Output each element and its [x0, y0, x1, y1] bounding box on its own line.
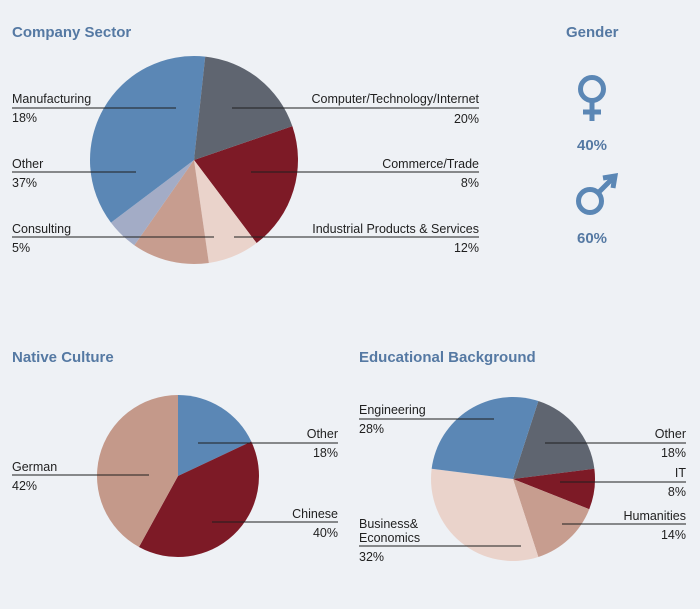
leader-lines	[12, 107, 686, 547]
value-german: 42%	[12, 479, 37, 493]
value-business: 32%	[359, 550, 384, 564]
native-culture-pie	[97, 395, 259, 557]
label-nc-other: Other	[307, 427, 338, 441]
educational-background-pie	[431, 396, 595, 562]
value-industrial: 12%	[454, 241, 479, 255]
company-sector-pie	[89, 56, 298, 265]
value-manufacturing: 18%	[12, 111, 37, 125]
label-business: Business& Economics	[359, 517, 422, 545]
value-engineering: 28%	[359, 422, 384, 436]
value-nc-other: 18%	[313, 446, 338, 460]
slice-german	[97, 395, 178, 547]
label-humanities: Humanities	[623, 509, 686, 523]
value-it: 8%	[668, 485, 686, 499]
value-eb-other: 18%	[661, 446, 686, 460]
slice-it	[513, 468, 595, 510]
label-german: German	[12, 460, 57, 474]
male-percent: 60%	[577, 230, 607, 247]
label-eb-other: Other	[655, 427, 686, 441]
label-consulting: Consulting	[12, 222, 71, 236]
slice-humanities	[513, 479, 590, 557]
slice-consulting	[110, 160, 194, 246]
label-commerce: Commerce/Trade	[382, 157, 479, 171]
female-symbol-icon	[578, 75, 606, 121]
value-computer: 20%	[454, 112, 479, 126]
label-it: IT	[675, 466, 686, 480]
educational-background-title: Educational Background	[359, 349, 536, 366]
label-other: Other	[12, 157, 43, 171]
male-symbol-icon	[576, 172, 619, 215]
value-consulting: 5%	[12, 241, 30, 255]
value-commerce: 8%	[461, 176, 479, 190]
label-chinese: Chinese	[292, 507, 338, 521]
slice-computer	[194, 126, 298, 244]
label-computer: Computer/Technology/Internet	[312, 92, 480, 106]
value-humanities: 14%	[661, 528, 686, 542]
slice-industrial	[134, 160, 209, 265]
slice-engineering	[431, 396, 539, 479]
native-culture-title: Native Culture	[12, 349, 114, 366]
slice-eb-other	[513, 401, 595, 479]
slice-chinese	[138, 441, 259, 557]
label-industrial: Industrial Products & Services	[312, 222, 479, 236]
slice-nc-other	[178, 395, 252, 476]
value-other: 37%	[12, 176, 37, 190]
value-chinese: 40%	[313, 526, 338, 540]
slice-other	[89, 56, 206, 223]
company-sector-title: Company Sector	[12, 24, 131, 41]
label-manufacturing: Manufacturing	[12, 92, 91, 106]
slice-business	[431, 468, 539, 562]
female-percent: 40%	[577, 137, 607, 154]
gender-title: Gender	[566, 24, 619, 41]
label-engineering: Engineering	[359, 403, 426, 417]
